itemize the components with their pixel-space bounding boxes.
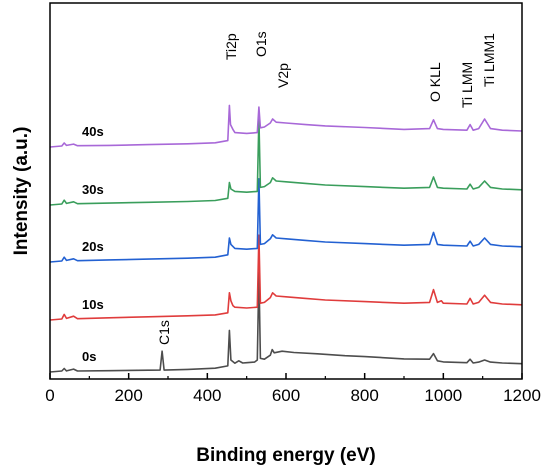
x-tick-layer: 0 200 400 600 800 1000 1200 bbox=[45, 373, 541, 405]
x-tick-label-1000: 1000 bbox=[424, 386, 462, 405]
peak-label-o1s: O1s bbox=[253, 31, 269, 57]
series-line-30s bbox=[49, 117, 523, 206]
series-label-20s: 20s bbox=[82, 239, 104, 254]
x-tick-label-600: 600 bbox=[272, 386, 300, 405]
peak-annotation-layer: Ti2p O1s V2p O KLL Ti LMM Ti LMM1 C1s bbox=[156, 31, 497, 345]
peak-label-o-kll: O KLL bbox=[427, 62, 443, 102]
series-layer bbox=[49, 104, 523, 373]
x-tick-label-0: 0 bbox=[45, 386, 54, 405]
series-label-0s: 0s bbox=[82, 349, 96, 364]
series-line-0s bbox=[49, 272, 523, 373]
x-tick-label-1200: 1200 bbox=[503, 386, 541, 405]
peak-label-ti-lmm1: Ti LMM1 bbox=[481, 33, 497, 87]
x-tick-label-200: 200 bbox=[114, 386, 142, 405]
peak-label-v2p: V2p bbox=[275, 63, 291, 88]
x-tick-label-800: 800 bbox=[350, 386, 378, 405]
series-line-40s bbox=[49, 104, 523, 148]
series-label-layer: 0s 10s 20s 30s 40s bbox=[82, 124, 104, 364]
series-label-10s: 10s bbox=[82, 297, 104, 312]
axes bbox=[49, 2, 523, 380]
series-label-30s: 30s bbox=[82, 182, 104, 197]
series-line-20s bbox=[49, 178, 523, 263]
peak-label-ti-lmm: Ti LMM bbox=[459, 62, 475, 108]
peak-label-ti2p: Ti2p bbox=[223, 33, 239, 60]
series-label-40s: 40s bbox=[82, 124, 104, 139]
x-tick-label-400: 400 bbox=[193, 386, 221, 405]
peak-label-c1s: C1s bbox=[156, 320, 172, 345]
x-axis-title: Binding energy (eV) bbox=[196, 445, 375, 466]
series-line-10s bbox=[49, 234, 523, 321]
plot-frame bbox=[49, 2, 523, 380]
y-axis-title: Intensity (a.u.) bbox=[11, 127, 32, 256]
